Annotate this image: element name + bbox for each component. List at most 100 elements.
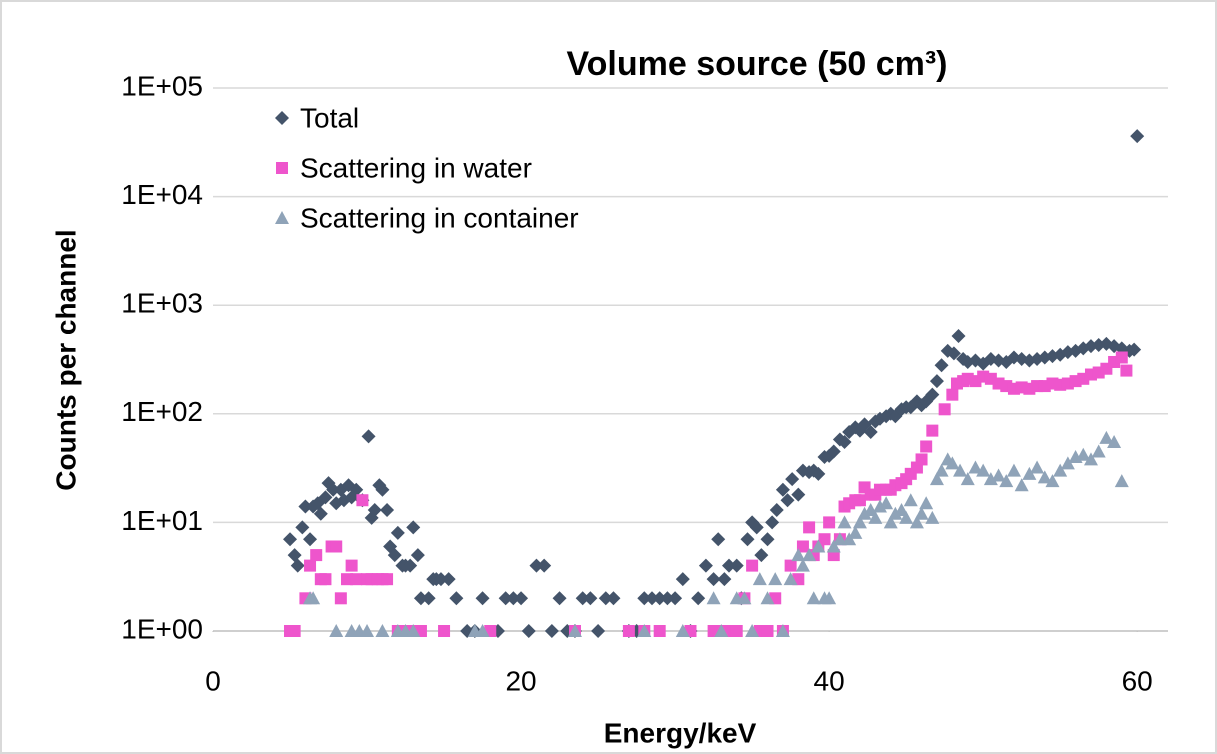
data-point (848, 525, 863, 539)
data-point (749, 520, 764, 535)
data-point (769, 503, 784, 518)
data-point (915, 453, 928, 466)
data-point (653, 625, 666, 637)
data-point (822, 591, 837, 605)
data-point (909, 515, 924, 529)
legend-label: Scattering in water (300, 152, 532, 183)
data-point (946, 388, 959, 401)
data-point (737, 591, 752, 605)
y-tick-label: 1E+05 (121, 70, 203, 101)
data-point (1083, 452, 1098, 466)
data-point (1076, 447, 1091, 461)
data-point (288, 625, 301, 637)
data-point (826, 539, 841, 553)
data-point (575, 591, 590, 606)
data-point (367, 503, 382, 518)
data-point (863, 503, 878, 517)
data-point (381, 573, 394, 586)
data-point (283, 532, 298, 547)
data-point (298, 499, 313, 514)
data-point (883, 515, 898, 529)
data-point (925, 387, 940, 402)
data-point (644, 591, 659, 606)
data-point (760, 532, 775, 547)
data-point (722, 558, 737, 573)
data-point (544, 624, 559, 638)
y-axis-title: Counts per channel (50, 229, 81, 490)
data-point (591, 624, 606, 638)
data-point (761, 625, 774, 637)
data-point (583, 591, 598, 606)
data-point (606, 591, 621, 606)
data-point (438, 625, 451, 637)
data-point (760, 591, 775, 605)
data-point (637, 624, 652, 637)
data-point (1115, 351, 1128, 364)
legend-marker (275, 111, 289, 125)
x-tick-label: 0 (205, 665, 221, 696)
legend-label: Scattering in container (300, 202, 579, 233)
data-point (660, 591, 675, 606)
y-tick-label: 1E+01 (121, 505, 203, 536)
data-point (983, 472, 998, 486)
data-point (1006, 463, 1021, 477)
data-point (796, 540, 809, 553)
data-point (740, 532, 755, 547)
data-point (960, 472, 975, 486)
legend-label: Total (300, 102, 359, 133)
data-point (421, 591, 436, 606)
data-point (711, 532, 726, 547)
data-point (304, 559, 317, 572)
data-point (968, 460, 983, 474)
data-point (306, 591, 321, 605)
data-point (360, 624, 375, 637)
data-point (783, 572, 798, 586)
data-point (802, 548, 817, 562)
data-point (706, 572, 721, 587)
data-point (818, 533, 831, 546)
data-point (999, 474, 1014, 488)
data-point (775, 482, 790, 497)
data-point (330, 540, 343, 553)
data-point (406, 520, 421, 535)
data-point (361, 429, 376, 444)
data-point (853, 494, 866, 507)
data-point (1130, 129, 1145, 144)
y-tick-label: 1E+03 (121, 288, 203, 319)
x-tick-label: 40 (814, 665, 845, 696)
y-tick-label: 1E+00 (121, 613, 203, 644)
x-axis-title: Energy/keV (604, 717, 757, 748)
data-point (287, 548, 302, 563)
data-point (1037, 470, 1052, 484)
data-point (341, 573, 354, 586)
data-point (537, 558, 552, 573)
data-point (899, 510, 914, 524)
data-point (826, 444, 841, 459)
data-point (934, 463, 949, 477)
data-point (514, 591, 529, 606)
data-point (872, 499, 887, 513)
data-point (811, 466, 826, 481)
data-point (785, 472, 800, 487)
data-point (521, 624, 536, 638)
data-point (319, 573, 332, 586)
data-point (1014, 478, 1029, 492)
data-point (406, 624, 421, 637)
data-point (791, 487, 806, 502)
data-point (506, 591, 521, 606)
data-point (318, 490, 333, 505)
data-point (951, 329, 966, 344)
data-point (852, 515, 867, 529)
data-point (752, 572, 767, 586)
data-point (823, 516, 836, 529)
legend-marker (275, 211, 289, 224)
data-point (745, 624, 760, 637)
data-point (356, 494, 369, 507)
data-point (929, 472, 944, 486)
data-point (441, 572, 456, 587)
y-tick-label: 1E+02 (121, 396, 203, 427)
data-point (329, 624, 344, 637)
data-point (730, 625, 743, 637)
data-point (729, 558, 744, 573)
data-point (303, 532, 318, 547)
